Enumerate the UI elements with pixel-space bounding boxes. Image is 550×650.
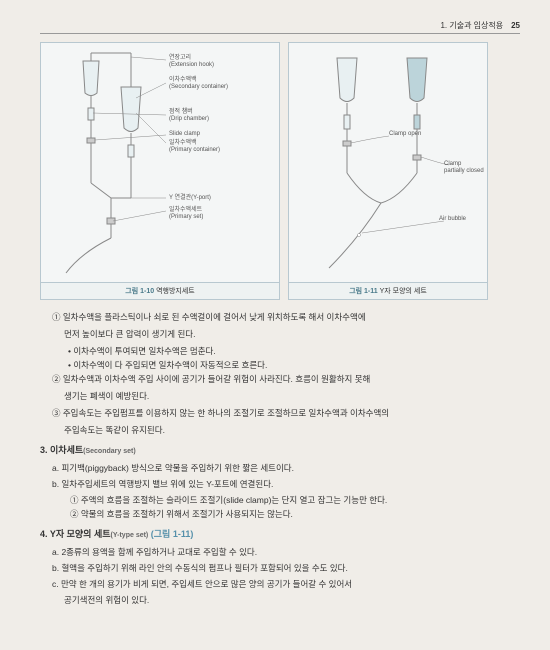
para-3a: ③ 주입속도는 주입펌프를 이용하지 않는 한 하나의 조절기로 조절하므로 일…: [40, 406, 520, 420]
figure-1-11-caption: 그림 1-11 Y자 모양의 세트: [289, 282, 487, 299]
label-primary-set: 일차수액세트(Primary set): [169, 207, 203, 220]
para-1a: ① 일차수액을 플라스틱이나 쇠로 된 수액걸이에 걸어서 낮게 위치하도록 해…: [40, 310, 520, 324]
figures-row: 연장고리(Extension hook) 이차수액백(Secondary con…: [40, 42, 520, 300]
figure-1-10-caption: 그림 1-10 역행방지세트: [41, 282, 279, 299]
label-slide-clamp: Slide clamp: [169, 131, 200, 138]
section-4-heading: 4. Y자 모양의 세트(Y-type set) (그림 1-11): [40, 527, 520, 542]
label-y-port: Y 연결관(Y-port): [169, 195, 211, 202]
label-clamp-closed: Clamppartially closed: [444, 161, 484, 174]
item-3a: a. 피기백(piggyback) 방식으로 약물을 주입하기 위한 짧은 세트…: [40, 461, 520, 475]
item-4c-2: 공기색전의 위험이 있다.: [40, 593, 520, 607]
label-drip-chamber: 점적 챔버(Drip chamber): [169, 109, 209, 122]
para-2a: ② 일차수액과 이차수액 주입 사이에 공기가 들어갈 위험이 사라진다. 흐름…: [40, 372, 520, 386]
bullet-1-2: • 이차수액이 다 주입되면 일차수액이 자동적으로 흐른다.: [40, 358, 520, 372]
item-3b-2: ② 약물의 흐름을 조절하기 위해서 조절기가 사용되지는 않는다.: [40, 507, 520, 521]
page-number: 25: [511, 21, 520, 30]
label-ext-hook: 연장고리(Extension hook): [169, 55, 214, 68]
item-4c-1: c. 만약 한 개의 용기가 비게 되면, 주입세트 안으로 많은 양의 공기가…: [40, 577, 520, 591]
label-primary-container: 일차수액백(Primary container): [169, 140, 220, 153]
label-secondary-container: 이차수액백(Secondary container): [169, 77, 228, 90]
label-clamp-open: Clamp open: [389, 131, 421, 138]
section-3-heading: 3. 이차세트(Secondary set): [40, 443, 520, 458]
label-air-bubble: Air bubble: [439, 216, 466, 223]
para-2b: 생기는 폐색이 예방된다.: [40, 389, 520, 403]
item-3b: b. 일차주입세트의 역행방지 밸브 위에 있는 Y-포트에 연결된다.: [40, 477, 520, 491]
item-3b-1: ① 주액의 흐름을 조절하는 슬라이드 조절기(slide clamp)는 단지…: [40, 493, 520, 507]
chapter-label: 1. 기술과 임상적용: [440, 20, 503, 31]
para-1b: 먼저 높이보다 큰 압력이 생기게 된다.: [40, 327, 520, 341]
item-4a: a. 2종류의 용액을 함께 주입하거나 교대로 주입할 수 있다.: [40, 545, 520, 559]
figure-1-11: Clamp open Clamppartially closed Air bub…: [288, 42, 488, 300]
para-3b: 주입속도는 똑같이 유지된다.: [40, 423, 520, 437]
figure-1-10: 연장고리(Extension hook) 이차수액백(Secondary con…: [40, 42, 280, 300]
iv-set-diagram: [41, 43, 281, 283]
page-header: 1. 기술과 임상적용 25: [40, 20, 520, 34]
bullet-1-1: • 이차수액이 투여되면 일차수액은 멈춘다.: [40, 344, 520, 358]
body-text: ① 일차수액을 플라스틱이나 쇠로 된 수액걸이에 걸어서 낮게 위치하도록 해…: [40, 310, 520, 607]
item-4b: b. 혈액을 주입하기 위해 라인 안의 수동식의 펌프나 필터가 포함되어 있…: [40, 561, 520, 575]
